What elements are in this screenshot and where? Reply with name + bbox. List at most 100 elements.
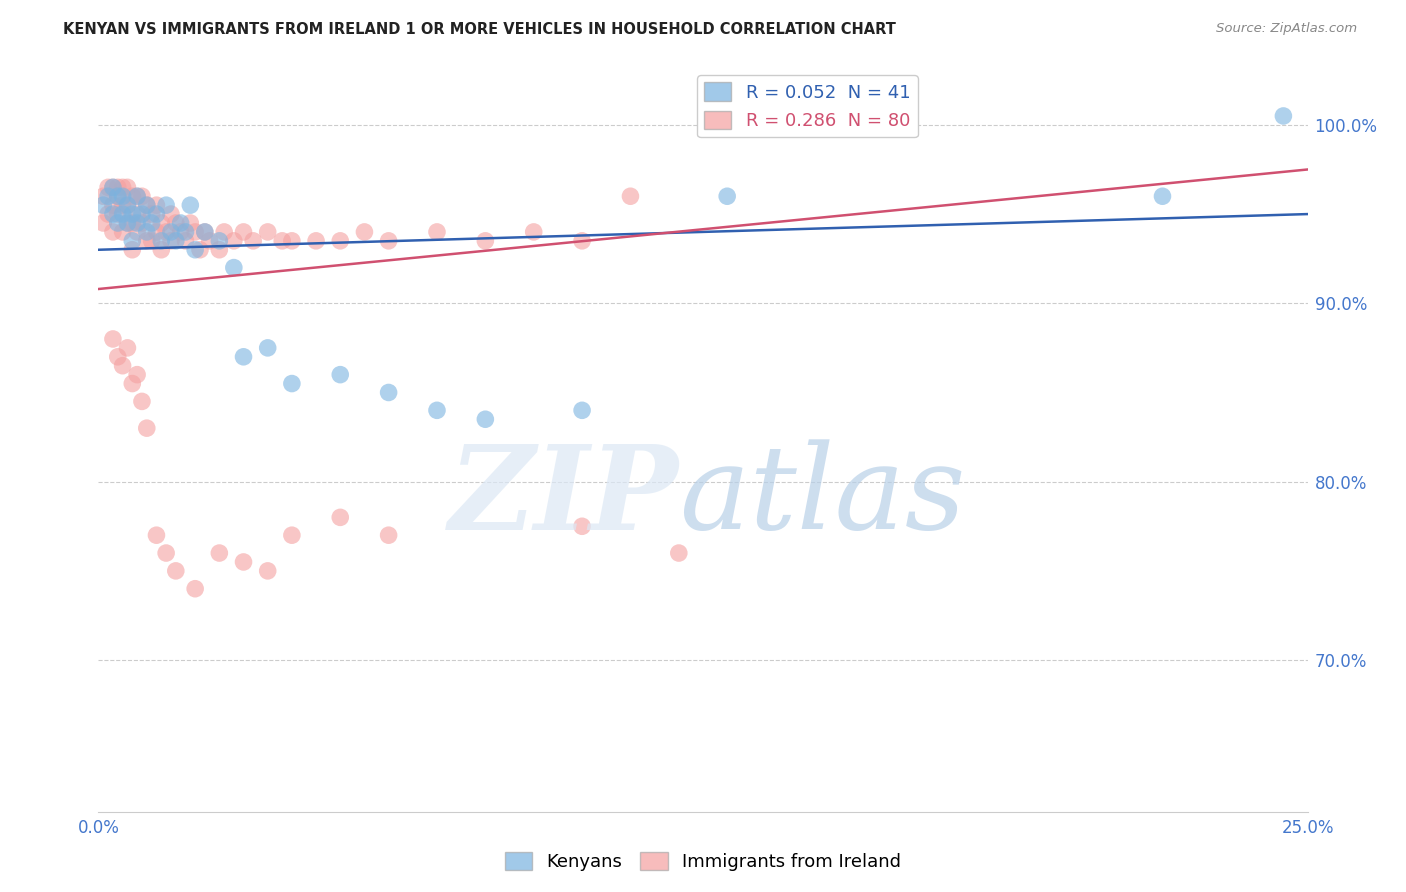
Text: Source: ZipAtlas.com: Source: ZipAtlas.com <box>1216 22 1357 36</box>
Point <box>141 216 163 230</box>
Point <box>107 180 129 194</box>
Point <box>135 198 157 212</box>
Point <box>111 225 134 239</box>
Point <box>91 198 114 212</box>
Point <box>160 234 183 248</box>
Point <box>141 207 163 221</box>
Point <box>165 234 187 248</box>
Point <box>150 216 173 230</box>
Point <box>212 225 235 239</box>
Point <box>174 234 197 248</box>
Point <box>165 216 187 230</box>
Point <box>194 225 217 239</box>
Point <box>179 198 201 212</box>
Point <box>188 243 211 257</box>
Point <box>107 216 129 230</box>
Point <box>131 216 153 230</box>
Point <box>426 225 449 239</box>
Point <box>131 394 153 409</box>
Point <box>232 555 254 569</box>
Point <box>165 564 187 578</box>
Point <box>184 243 207 257</box>
Point <box>145 207 167 221</box>
Point <box>329 234 352 248</box>
Point <box>232 350 254 364</box>
Point <box>281 528 304 542</box>
Point <box>208 546 231 560</box>
Point <box>121 216 143 230</box>
Text: ZIP: ZIP <box>449 440 679 555</box>
Point <box>135 225 157 239</box>
Point <box>121 376 143 391</box>
Point <box>107 350 129 364</box>
Point <box>155 225 177 239</box>
Point <box>127 207 149 221</box>
Point <box>117 216 139 230</box>
Point <box>127 225 149 239</box>
Point <box>117 198 139 212</box>
Point <box>353 225 375 239</box>
Point <box>141 234 163 248</box>
Point <box>305 234 328 248</box>
Point <box>169 216 191 230</box>
Point <box>155 546 177 560</box>
Point <box>571 403 593 417</box>
Point <box>160 225 183 239</box>
Point <box>121 234 143 248</box>
Point <box>169 225 191 239</box>
Point <box>256 225 278 239</box>
Point <box>474 412 496 426</box>
Point <box>329 368 352 382</box>
Point <box>101 207 124 221</box>
Point <box>256 564 278 578</box>
Point <box>101 225 124 239</box>
Point <box>127 216 149 230</box>
Point <box>101 180 124 194</box>
Point <box>127 368 149 382</box>
Point <box>208 243 231 257</box>
Point <box>107 189 129 203</box>
Point <box>131 207 153 221</box>
Point <box>111 359 134 373</box>
Point <box>131 189 153 203</box>
Point <box>91 189 114 203</box>
Point <box>194 225 217 239</box>
Point <box>155 198 177 212</box>
Point <box>145 198 167 212</box>
Point <box>668 546 690 560</box>
Point <box>135 234 157 248</box>
Point <box>281 376 304 391</box>
Point <box>377 385 399 400</box>
Point <box>179 216 201 230</box>
Point <box>97 180 120 194</box>
Point <box>145 225 167 239</box>
Point <box>377 234 399 248</box>
Point <box>101 180 124 194</box>
Point <box>242 234 264 248</box>
Point <box>121 243 143 257</box>
Point <box>271 234 294 248</box>
Point <box>107 207 129 221</box>
Point <box>117 341 139 355</box>
Text: atlas: atlas <box>679 440 965 555</box>
Point <box>523 225 546 239</box>
Legend: R = 0.052  N = 41, R = 0.286  N = 80: R = 0.052 N = 41, R = 0.286 N = 80 <box>697 75 918 137</box>
Point <box>117 216 139 230</box>
Point <box>426 403 449 417</box>
Point <box>281 234 304 248</box>
Legend: Kenyans, Immigrants from Ireland: Kenyans, Immigrants from Ireland <box>498 845 908 879</box>
Point <box>174 225 197 239</box>
Point <box>97 189 120 203</box>
Point <box>184 582 207 596</box>
Point <box>184 225 207 239</box>
Point <box>121 189 143 203</box>
Point <box>256 341 278 355</box>
Point <box>101 332 124 346</box>
Point <box>145 528 167 542</box>
Point <box>117 180 139 194</box>
Point <box>232 225 254 239</box>
Point <box>377 528 399 542</box>
Point <box>111 207 134 221</box>
Point <box>150 234 173 248</box>
Point <box>1152 189 1174 203</box>
